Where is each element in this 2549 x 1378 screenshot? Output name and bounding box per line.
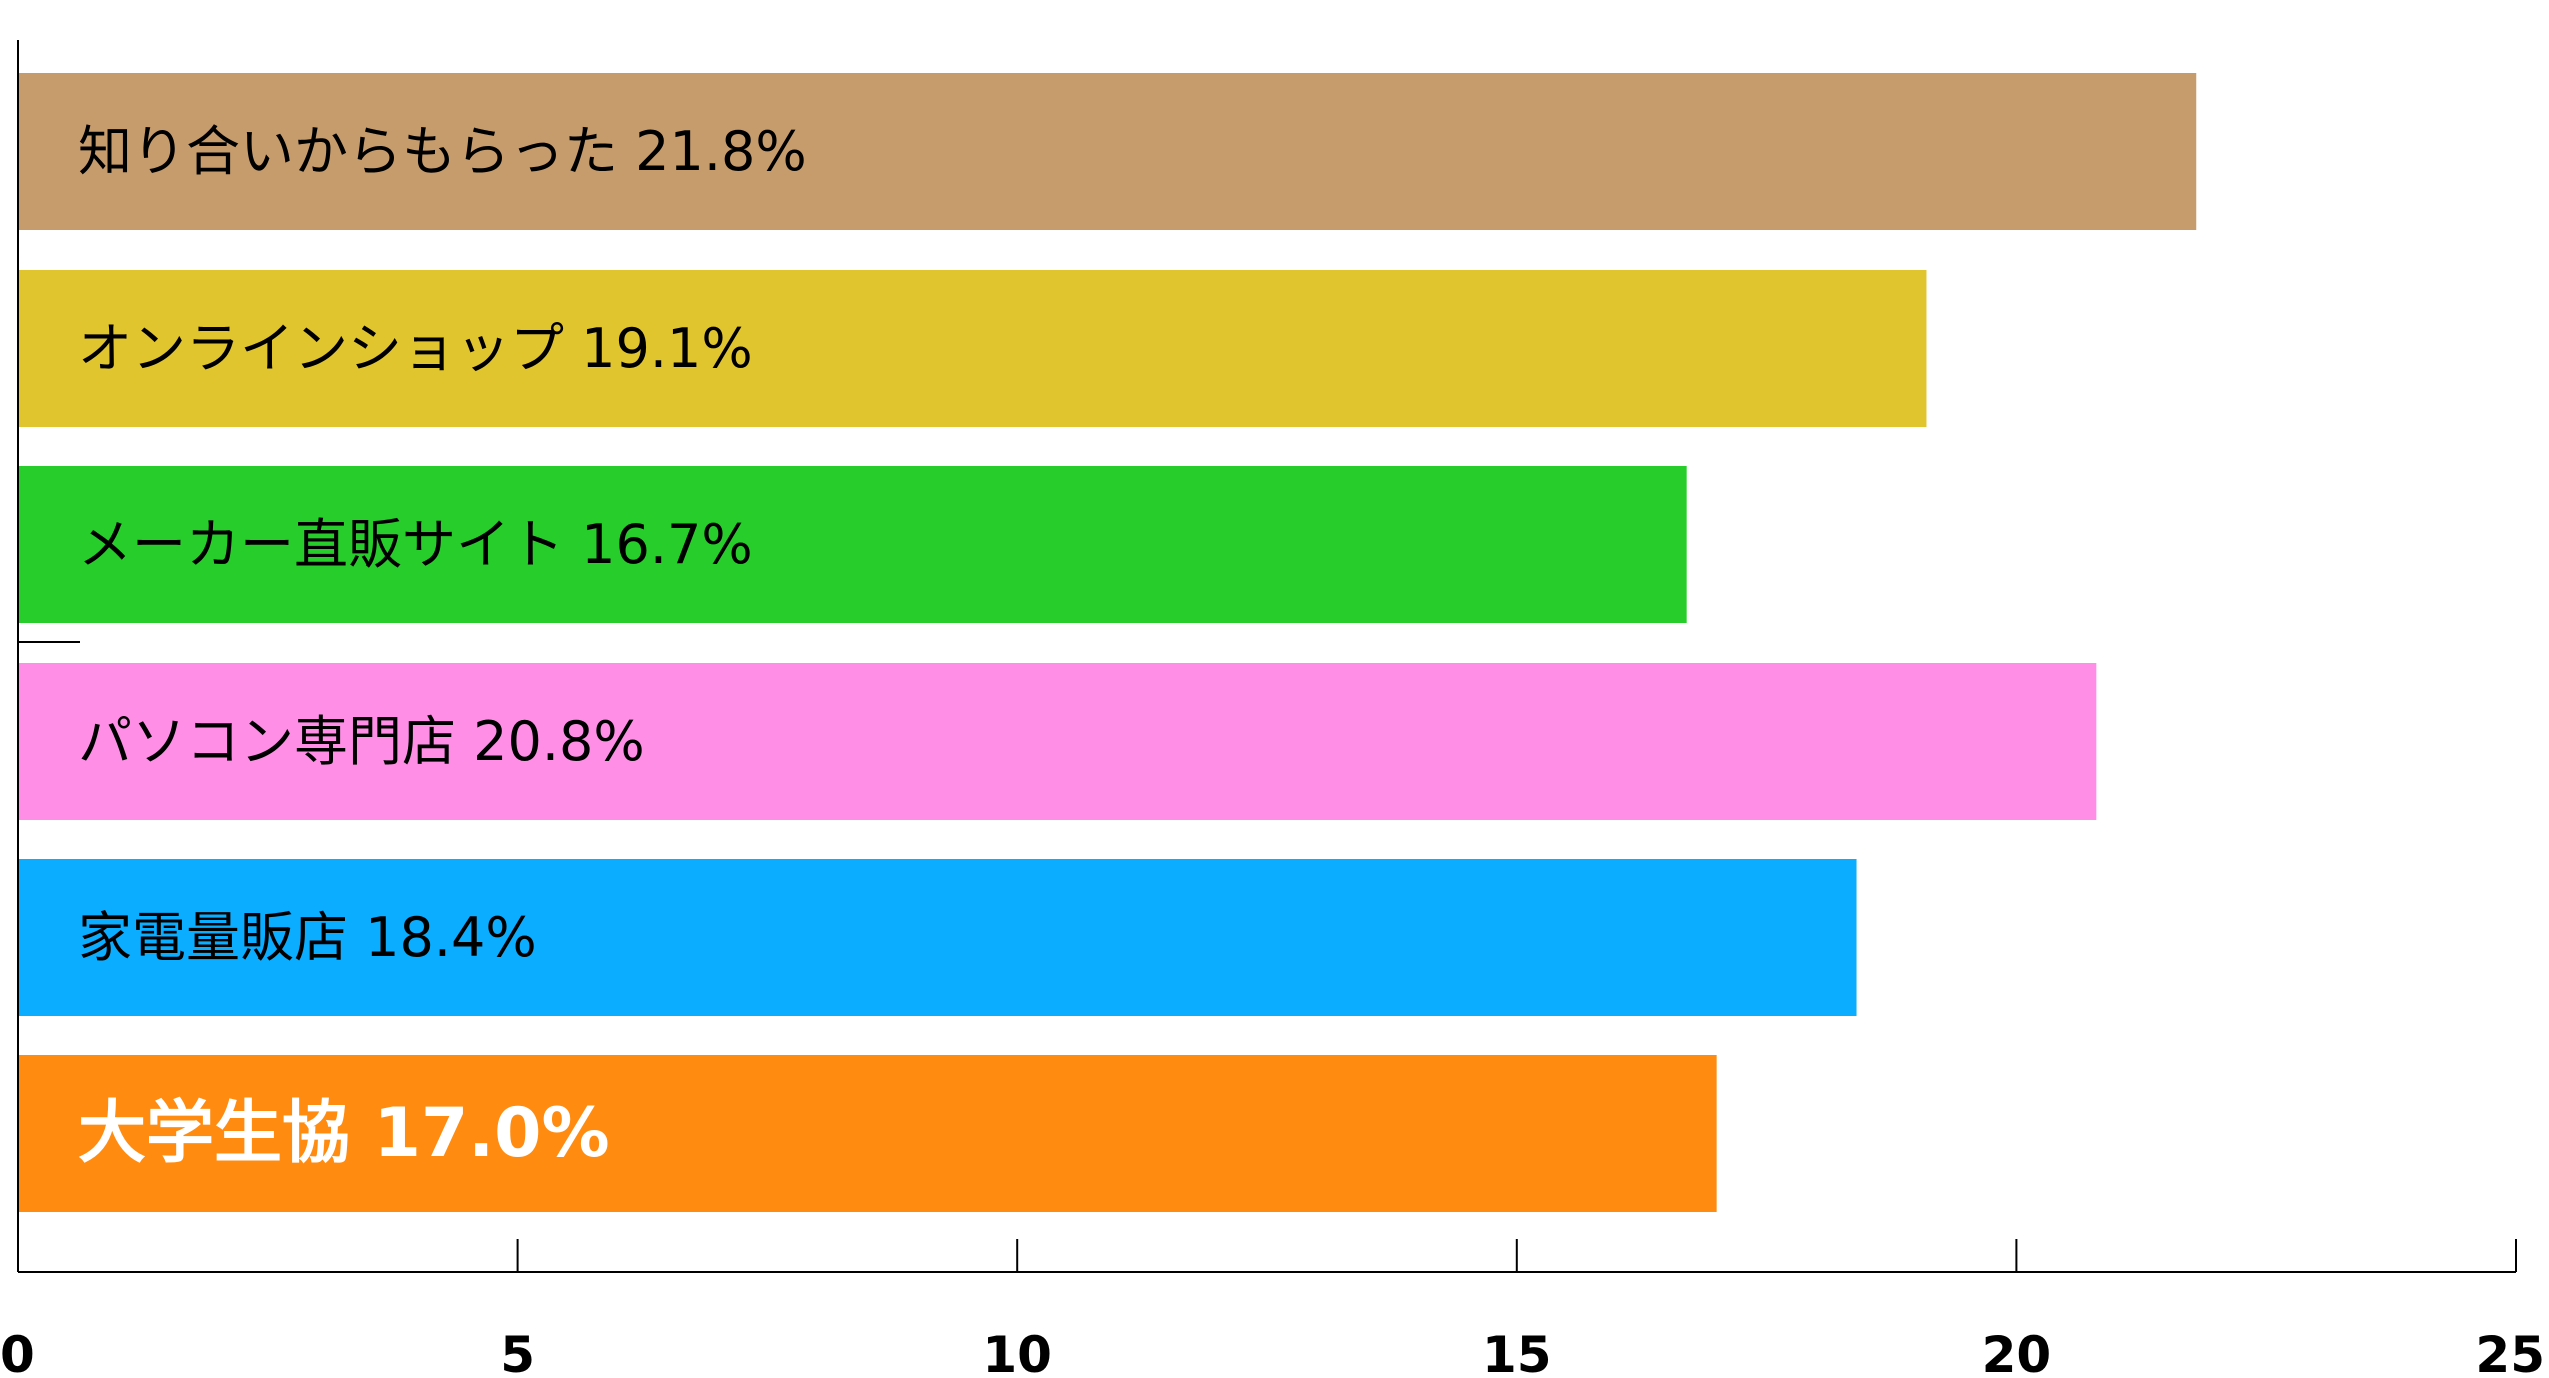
x-tick-label-25: 25 xyxy=(2475,1326,2545,1378)
bar-4 xyxy=(18,663,2097,820)
x-tick-label-20: 20 xyxy=(1982,1326,2052,1378)
x-tick-label-5: 5 xyxy=(500,1326,535,1378)
bar-5 xyxy=(18,859,1857,1016)
bar-2 xyxy=(18,270,1927,427)
axes-layer: 0 5 10 15 20 25 xyxy=(0,40,2545,1378)
x-tick-label-15: 15 xyxy=(1482,1326,1552,1378)
bar-label-3: メーカー直販サイト 16.7% xyxy=(78,513,753,576)
bar-1 xyxy=(18,73,2197,230)
bars-layer xyxy=(18,73,2197,1212)
bar-label-2: オンラインショップ 19.1% xyxy=(78,317,753,380)
x-tick-label-0: 0 xyxy=(0,1326,35,1378)
bar-label-4: パソコン専門店 20.8% xyxy=(78,710,645,773)
bar-label-5: 家電量販店 18.4% xyxy=(78,906,537,969)
bar-label-1: 知り合いからもらった 21.8% xyxy=(78,120,807,183)
bar-label-6: 大学生協 17.0% xyxy=(78,1094,610,1173)
bar-6 xyxy=(18,1055,1717,1212)
x-tick-label-10: 10 xyxy=(982,1326,1052,1378)
data-labels-layer: 知り合いからもらった 21.8% オンラインショップ 19.1% メーカー直販サイト… xyxy=(78,120,807,1173)
bar-3 xyxy=(18,466,1687,623)
